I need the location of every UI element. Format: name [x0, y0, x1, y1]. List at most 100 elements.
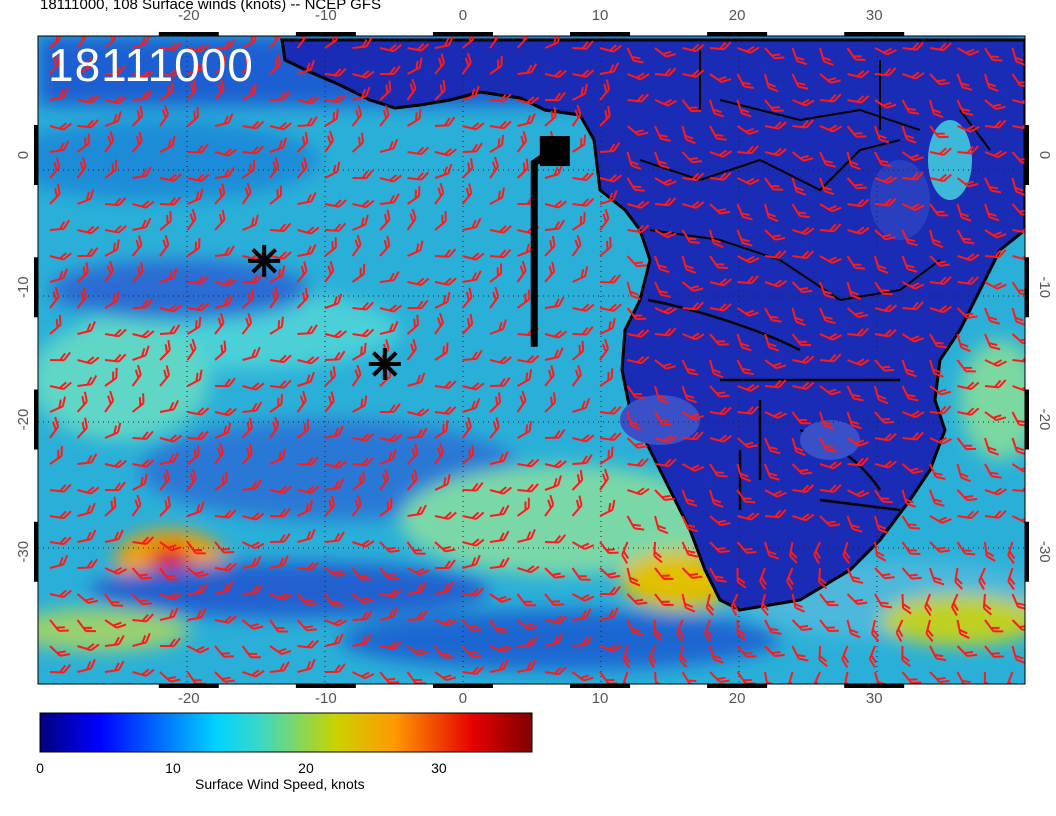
- asterisk-marker: [248, 244, 281, 277]
- wind-barb: [621, 541, 630, 565]
- wind-barb: [984, 541, 996, 562]
- wind-barb: [516, 260, 527, 283]
- wind-barb: [924, 593, 933, 617]
- wind-barb: [791, 177, 807, 196]
- wind-barb: [895, 619, 904, 642]
- wind-barb: [49, 554, 69, 569]
- colorbar-tick-label: 30: [431, 760, 447, 776]
- wind-barb: [874, 281, 893, 296]
- wind-barb: [379, 541, 400, 553]
- wind-barb: [874, 359, 895, 372]
- wind-barb: [847, 358, 870, 367]
- wind-barb: [462, 122, 485, 131]
- wind-barb: [813, 671, 821, 684]
- wind-barb: [901, 671, 922, 684]
- wind-barb: [956, 463, 971, 483]
- wind-barb: [902, 71, 925, 80]
- wind-barb: [49, 446, 63, 465]
- wind-barb: [571, 671, 594, 682]
- wind-barb: [1011, 645, 1025, 665]
- wind-barb: [517, 112, 536, 127]
- wind-barb: [709, 149, 733, 158]
- wind-barb: [434, 80, 446, 101]
- wind-barb: [351, 342, 367, 361]
- wind-barb: [406, 469, 418, 491]
- wind-barb: [104, 95, 127, 105]
- wind-barb: [159, 567, 179, 581]
- wind-barb: [874, 432, 897, 442]
- wind-barb: [847, 226, 870, 235]
- wind-barb: [489, 644, 513, 653]
- wind-barb: [434, 116, 456, 127]
- wind-barb: [489, 451, 509, 465]
- wind-barb: [187, 275, 210, 285]
- wind-barb: [626, 593, 648, 605]
- wind-barb: [599, 446, 614, 465]
- lon-tick-bottom: 10: [592, 690, 609, 707]
- wind-barb: [489, 659, 509, 673]
- wind-barb: [49, 219, 71, 231]
- colorbar-tick-label: 10: [165, 760, 181, 776]
- wind-barb: [104, 239, 120, 257]
- wind-barb: [324, 36, 339, 49]
- wind-barb: [269, 54, 282, 75]
- wind-barb: [324, 366, 336, 387]
- wind-barb: [929, 229, 944, 249]
- wind-barb: [489, 530, 510, 543]
- wind-barb: [406, 338, 417, 361]
- wind-barb: [737, 405, 760, 415]
- wind-barb: [544, 219, 565, 231]
- wind-barb: [269, 122, 292, 131]
- wind-barbs: [49, 36, 1025, 684]
- wind-barb: [296, 131, 309, 153]
- wind-barb: [682, 43, 705, 53]
- wind-barb: [352, 328, 375, 338]
- wind-barb: [379, 43, 402, 53]
- wind-barb: [49, 351, 71, 362]
- wind-barb: [1011, 151, 1025, 164]
- wind-barb: [929, 125, 949, 139]
- wind-barb: [104, 260, 114, 283]
- wind-barb: [352, 199, 375, 209]
- lon-tick-bar: [295, 32, 356, 36]
- wind-barb: [571, 364, 582, 387]
- wind-barb: [791, 411, 811, 425]
- wind-barb: [957, 145, 979, 155]
- wind-barb: [186, 78, 197, 101]
- wind-barb: [407, 171, 430, 181]
- wind-barb: [653, 619, 663, 642]
- wind-barb: [730, 593, 739, 616]
- wind-barb: [76, 417, 88, 439]
- wind-barb: [104, 159, 118, 179]
- wind-barb: [351, 234, 362, 257]
- wind-barb: [599, 432, 622, 442]
- wind-barb: [159, 541, 182, 552]
- wind-barb: [489, 156, 499, 179]
- wind-barb: [104, 567, 127, 575]
- wind-barb: [599, 303, 622, 312]
- map-field: [38, 36, 1025, 684]
- wind-barb: [819, 515, 840, 527]
- wind-barb: [764, 411, 787, 419]
- wind-barb: [49, 510, 72, 520]
- wind-barb: [572, 453, 593, 465]
- wind-barb: [984, 437, 999, 456]
- wind-barb: [461, 52, 472, 75]
- wind-barb: [77, 356, 100, 365]
- wind-barb: [572, 326, 594, 336]
- wind-barb: [874, 541, 887, 562]
- wind-barb: [572, 40, 594, 50]
- wind-barb: [269, 137, 288, 153]
- wind-barb: [186, 238, 201, 257]
- wind-barb: [489, 392, 502, 413]
- wind-barb: [705, 593, 715, 616]
- wind-barb: [324, 130, 334, 153]
- wind-barb: [297, 456, 319, 466]
- wind-barb: [517, 369, 533, 387]
- wind-barb: [132, 613, 154, 623]
- wind-barb: [787, 671, 796, 684]
- wind-barb: [709, 567, 727, 583]
- wind-barb: [159, 637, 181, 648]
- wind-barb: [786, 567, 794, 591]
- wind-barb: [434, 148, 457, 157]
